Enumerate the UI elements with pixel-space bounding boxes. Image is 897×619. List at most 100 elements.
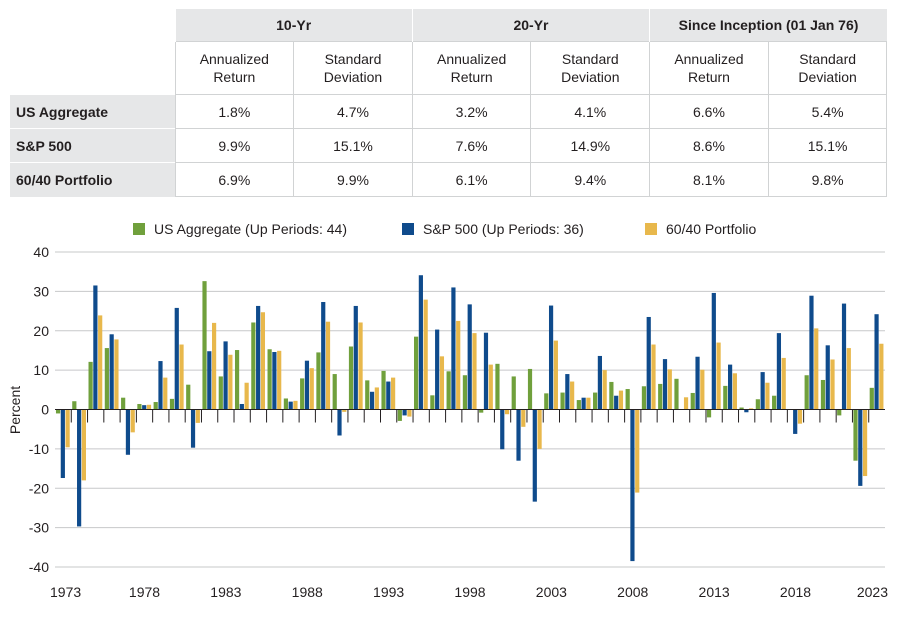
bar-2017-series-0 [772,395,777,410]
bar-1994-series-2 [407,409,412,417]
bar-2002-series-2 [537,409,542,449]
y-tick-label: 40 [33,244,49,260]
bar-2018-series-2 [797,409,803,424]
bar-2016-series-2 [765,382,770,410]
bar-1976-series-0 [104,348,109,410]
y-tick-label: 20 [33,323,49,339]
bar-1998-series-0 [462,375,468,410]
table-cell: 5.4% [767,94,888,129]
y-tick-label: -40 [29,559,49,575]
bar-1985-series-1 [256,305,261,410]
bar-2019-series-1 [809,295,814,410]
bar-2023-series-0 [869,387,874,410]
bar-2022-series-1 [858,409,863,486]
bar-2008-series-2 [635,409,640,493]
bar-1984-series-1 [239,403,244,410]
bar-1974-series-1 [77,409,82,527]
y-axis-label: Percent [7,386,23,434]
bar-1999-series-0 [479,409,484,413]
bar-1976-series-2 [114,339,119,410]
bar-1993-series-1 [386,381,391,410]
table-corner-sub [10,42,175,95]
subheader-standard-deviation: Standard Deviation [767,41,888,95]
bar-2008-series-0 [625,389,630,410]
bar-1975-series-0 [88,361,93,410]
bar-1986-series-2 [277,350,282,410]
bar-2013-series-1 [711,292,716,410]
bar-2010-series-2 [667,369,672,410]
bar-1978-series-1 [142,405,147,410]
bar-1980-series-2 [179,344,184,410]
bar-1981-series-2 [195,409,200,423]
bar-2005-series-0 [576,400,581,410]
bar-1991-series-2 [358,322,363,410]
x-tick-label: 2018 [780,584,811,600]
row-label: S&P 500 [10,128,175,163]
bar-1989-series-1 [321,302,326,410]
table-cell: 9.8% [767,162,888,197]
bar-1990-series-0 [332,374,337,410]
x-tick-label: 2003 [536,584,567,600]
bar-1996-series-2 [439,356,445,410]
bar-1976-series-1 [109,334,114,410]
bar-1983-series-1 [223,341,228,410]
group-header-20yr: 20-Yr [411,9,650,42]
bar-2015-series-0 [739,407,744,410]
bar-1993-series-0 [381,370,386,410]
y-tick-label: 0 [41,402,49,418]
x-tick-label: 2013 [699,584,730,600]
bar-2004-series-0 [560,392,565,410]
bar-2023-series-1 [874,314,879,410]
bar-1986-series-0 [267,349,272,410]
table-cell: 6.1% [411,162,531,197]
bar-1977-series-1 [125,409,131,455]
bar-1981-series-1 [190,409,196,448]
chart-zero-line [55,409,885,423]
bar-2000-series-1 [500,409,505,450]
bar-2010-series-0 [658,383,663,410]
subheader-standard-deviation: Standard Deviation [293,41,413,95]
bar-1990-series-1 [337,409,342,436]
bar-1983-series-2 [228,354,233,410]
bar-1982-series-0 [202,281,207,410]
bar-1984-series-2 [244,382,249,410]
bar-1989-series-2 [325,321,331,410]
bar-1995-series-1 [418,275,423,410]
bar-2009-series-2 [651,344,656,410]
table-cell: 9.9% [293,162,413,197]
bar-2004-series-1 [565,374,570,410]
table-cell: 4.1% [530,94,650,129]
bar-1978-series-0 [137,403,142,410]
group-header-10yr: 10-Yr [174,9,413,42]
bar-1975-series-1 [93,285,98,410]
bar-1981-series-0 [186,384,191,410]
performance-table: 10-Yr 20-Yr Since Inception (01 Jan 76) … [10,9,888,197]
bar-2015-series-1 [744,409,749,413]
bar-1979-series-1 [158,361,163,410]
table-cell: 8.1% [649,162,769,197]
bar-2014-series-2 [732,373,737,410]
table-cell: 3.2% [411,94,531,129]
chart-bars [55,275,884,562]
bar-1992-series-0 [365,380,370,410]
bar-2009-series-1 [646,316,651,410]
bar-1992-series-2 [374,387,379,410]
table-cell: 9.4% [530,162,650,197]
bar-1997-series-2 [456,320,461,410]
bar-1977-series-0 [121,397,126,410]
bar-1982-series-1 [207,351,212,410]
bar-1990-series-2 [342,409,347,412]
bar-2012-series-0 [690,392,695,410]
legend-label: 60/40 Portfolio [666,221,756,237]
bar-1980-series-1 [174,307,179,410]
bar-1992-series-1 [369,391,375,410]
table-cell: 8.6% [649,128,769,163]
bar-1996-series-1 [435,329,440,410]
bar-2022-series-2 [862,409,868,477]
bar-1979-series-0 [153,402,158,410]
bar-1991-series-1 [353,305,358,410]
bar-1997-series-1 [451,287,456,410]
table-cell: 6.6% [649,94,769,129]
y-tick-label: -30 [29,520,49,536]
bar-2000-series-2 [504,409,510,415]
